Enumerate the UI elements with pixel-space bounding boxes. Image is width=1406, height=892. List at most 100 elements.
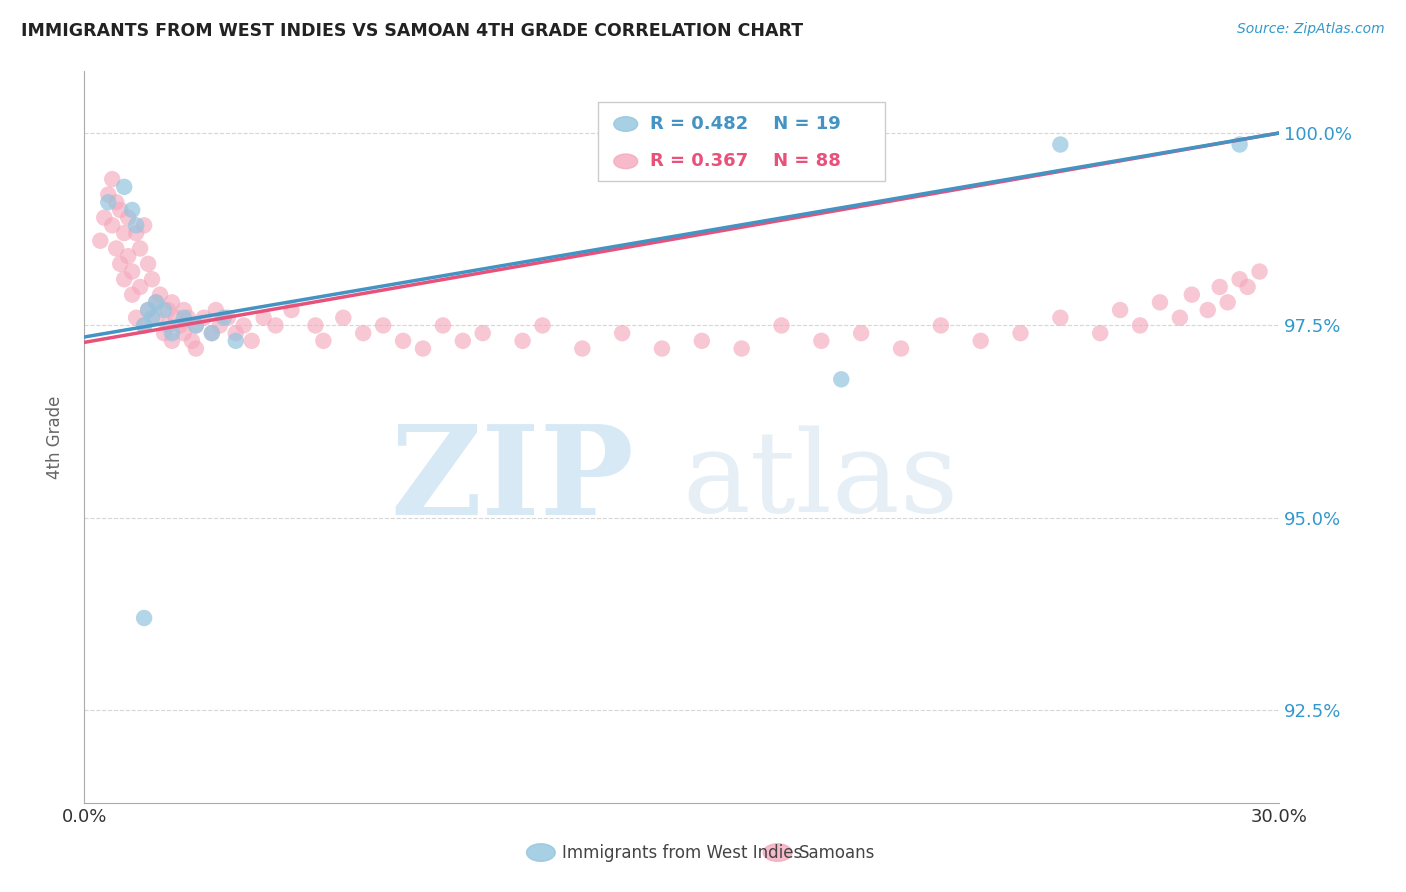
Point	[205, 303, 228, 318]
Point	[332, 310, 354, 325]
Point	[412, 342, 434, 356]
Point	[184, 318, 207, 333]
Point	[1229, 272, 1251, 286]
Point	[225, 326, 247, 340]
Point	[157, 318, 180, 333]
Point	[312, 334, 335, 348]
Point	[1049, 310, 1071, 325]
Point	[112, 179, 135, 194]
Point	[129, 280, 152, 294]
Point	[929, 318, 952, 333]
Point	[112, 272, 135, 286]
Text: R = 0.482    N = 19: R = 0.482 N = 19	[650, 115, 841, 133]
Point	[690, 334, 713, 348]
Point	[121, 264, 143, 278]
Point	[432, 318, 454, 333]
Point	[173, 326, 195, 340]
Point	[160, 295, 183, 310]
Point	[132, 318, 156, 333]
Point	[173, 303, 195, 318]
Point	[208, 318, 231, 333]
Point	[105, 242, 128, 256]
Point	[212, 310, 235, 325]
Point	[373, 318, 395, 333]
Point	[201, 326, 224, 340]
Point	[105, 195, 128, 210]
Point	[1236, 280, 1258, 294]
Point	[173, 310, 195, 325]
Point	[731, 342, 754, 356]
Point	[451, 334, 474, 348]
Point	[352, 326, 374, 340]
Point	[117, 249, 139, 263]
Point	[1149, 295, 1171, 310]
Point	[1181, 287, 1204, 301]
Point	[240, 334, 263, 348]
Point	[136, 257, 159, 271]
Text: Source: ZipAtlas.com: Source: ZipAtlas.com	[1237, 22, 1385, 37]
Point	[125, 219, 148, 233]
Point	[97, 187, 120, 202]
Point	[651, 342, 673, 356]
Point	[201, 326, 224, 340]
Point	[132, 318, 156, 333]
Point	[890, 342, 912, 356]
Point	[181, 334, 204, 348]
Text: IMMIGRANTS FROM WEST INDIES VS SAMOAN 4TH GRADE CORRELATION CHART: IMMIGRANTS FROM WEST INDIES VS SAMOAN 4T…	[21, 22, 803, 40]
Point	[145, 295, 167, 310]
Text: ZIP: ZIP	[391, 420, 634, 541]
Point	[141, 272, 163, 286]
Point	[1229, 137, 1251, 152]
Point	[89, 234, 111, 248]
Point	[184, 318, 207, 333]
Point	[253, 310, 276, 325]
Text: Immigrants from West Indies: Immigrants from West Indies	[562, 844, 803, 862]
Point	[1129, 318, 1152, 333]
Point	[97, 195, 120, 210]
Point	[280, 303, 302, 318]
Point	[121, 287, 143, 301]
Point	[193, 310, 215, 325]
Point	[112, 226, 135, 240]
Point	[1197, 303, 1219, 318]
Point	[1010, 326, 1032, 340]
Circle shape	[763, 844, 792, 862]
Point	[770, 318, 793, 333]
Point	[225, 334, 247, 348]
Point	[1216, 295, 1239, 310]
FancyBboxPatch shape	[599, 102, 886, 181]
Point	[177, 310, 200, 325]
Point	[1109, 303, 1132, 318]
Point	[101, 172, 124, 186]
Point	[392, 334, 415, 348]
Point	[149, 287, 172, 301]
Point	[1209, 280, 1232, 294]
Point	[165, 310, 187, 325]
Point	[1090, 326, 1112, 340]
Point	[153, 326, 176, 340]
Point	[153, 303, 176, 318]
Point	[157, 303, 180, 318]
Point	[121, 202, 143, 217]
Point	[141, 310, 163, 325]
Point	[1049, 137, 1071, 152]
Point	[160, 326, 183, 340]
Point	[531, 318, 554, 333]
Text: R = 0.367    N = 88: R = 0.367 N = 88	[650, 153, 841, 170]
Text: Samoans: Samoans	[799, 844, 876, 862]
Point	[169, 318, 191, 333]
Y-axis label: 4th Grade: 4th Grade	[45, 395, 63, 479]
Point	[851, 326, 873, 340]
Point	[125, 310, 148, 325]
Point	[512, 334, 534, 348]
Point	[232, 318, 254, 333]
Point	[110, 202, 132, 217]
Point	[145, 295, 167, 310]
Point	[110, 257, 132, 271]
Point	[160, 334, 183, 348]
Point	[264, 318, 287, 333]
Point	[970, 334, 993, 348]
Point	[830, 372, 852, 386]
Circle shape	[527, 844, 555, 862]
Point	[136, 303, 159, 318]
